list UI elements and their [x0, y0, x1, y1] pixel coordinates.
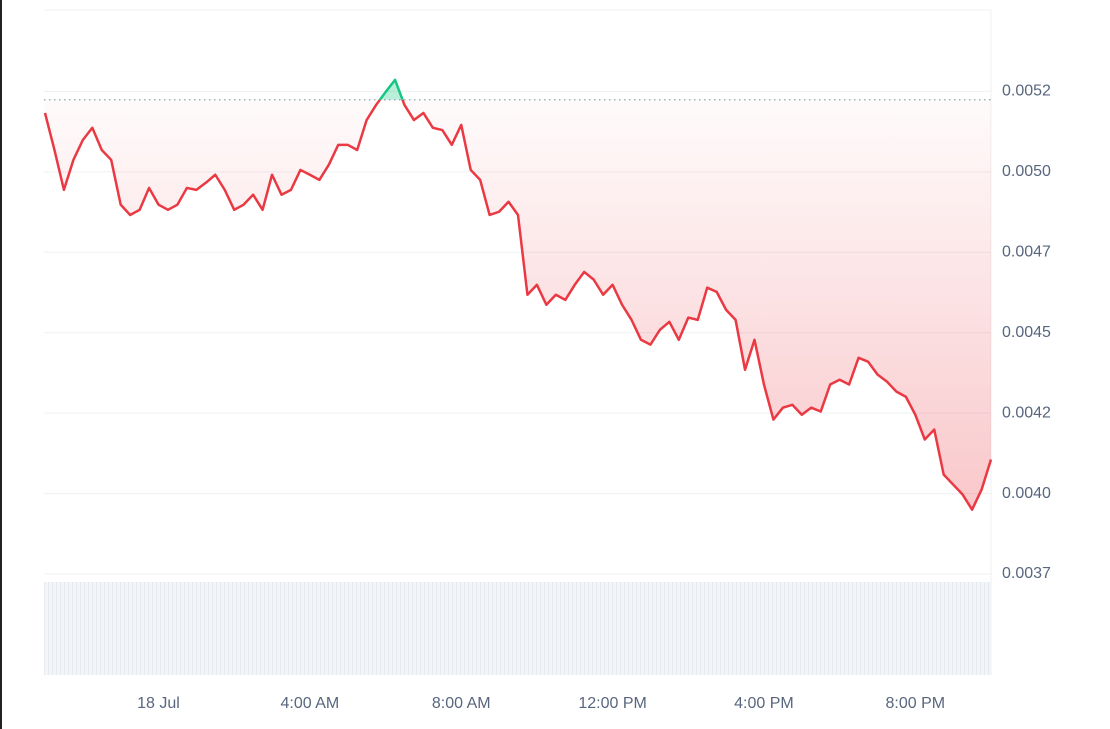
left-edge: [0, 0, 2, 729]
y-tick-label: 0.0052: [1002, 83, 1051, 100]
x-tick-label: 8:00 PM: [886, 695, 946, 712]
y-tick-label: 0.0042: [1002, 404, 1051, 421]
price-line-down: [43, 99, 993, 511]
y-tick-label: 0.0047: [1002, 244, 1051, 261]
x-tick-label: 18 Jul: [137, 695, 180, 712]
area-down: [45, 99, 991, 510]
x-tick-label: 12:00 PM: [578, 695, 646, 712]
x-tick-label: 8:00 AM: [432, 695, 491, 712]
y-tick-label: 0.0037: [1002, 565, 1051, 582]
y-tick-label: 0.0050: [1002, 163, 1051, 180]
y-tick-label: 0.0040: [1002, 485, 1051, 502]
volume-area: [44, 582, 991, 675]
x-tick-label: 4:00 AM: [281, 695, 340, 712]
x-tick-label: 4:00 PM: [734, 695, 794, 712]
y-tick-label: 0.0045: [1002, 324, 1051, 341]
